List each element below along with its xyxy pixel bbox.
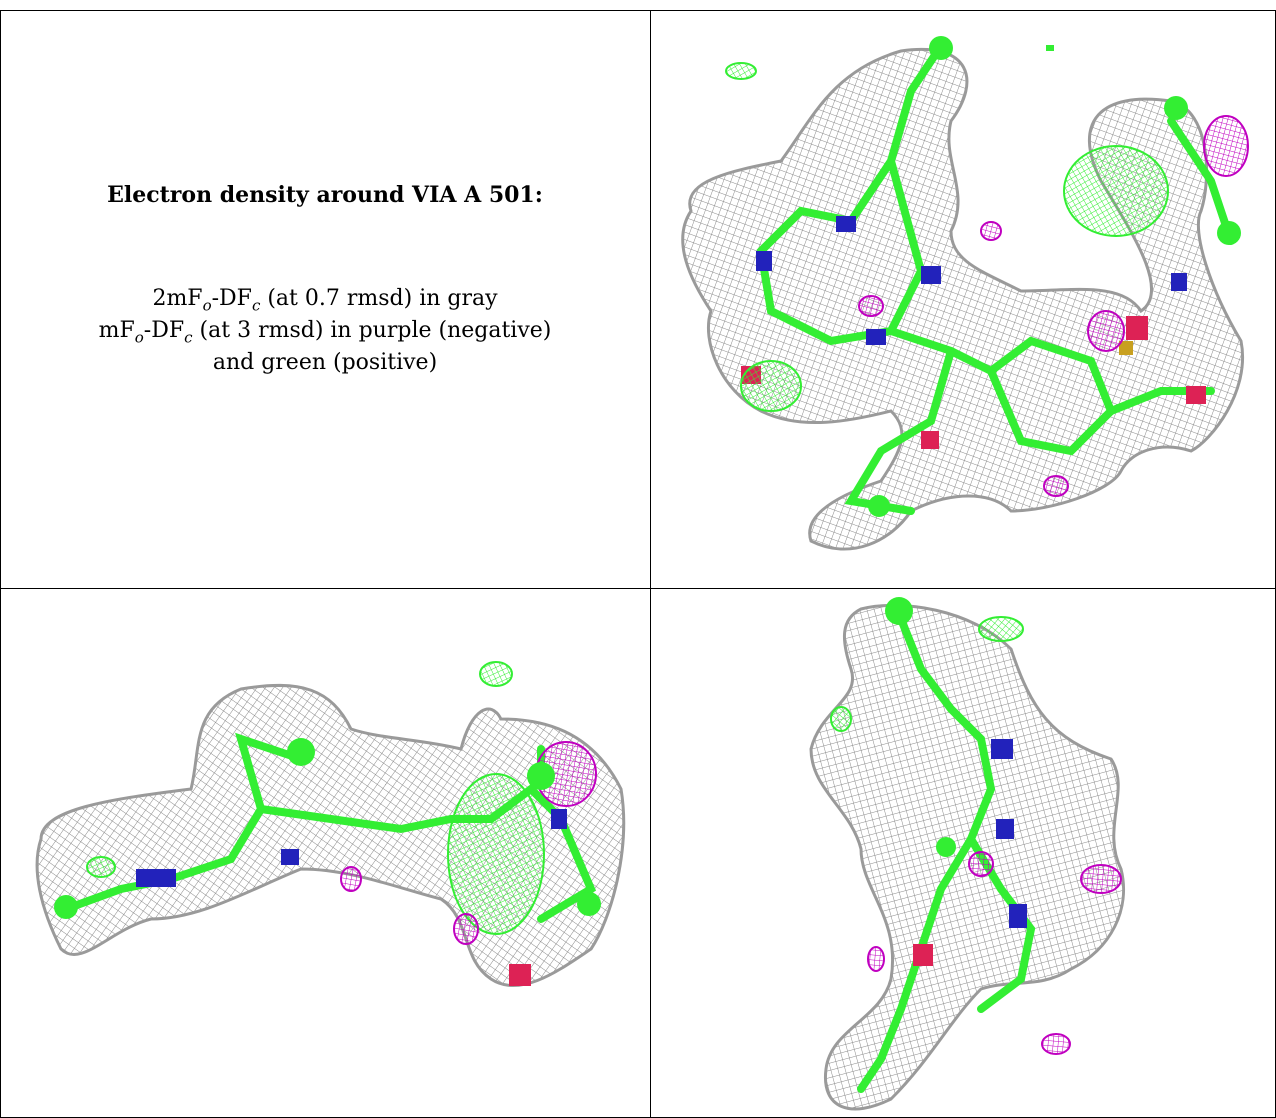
top-border — [0, 10, 1276, 11]
caption-map2-continued: and green (positive) — [212, 350, 438, 375]
ion-spheres — [54, 738, 601, 919]
positive-difference-density — [830, 616, 1024, 732]
nitrogen-atoms — [756, 216, 1187, 345]
caption-map1: 2mFo-DFc (at 0.7 rmsd) in gray — [152, 286, 498, 315]
density-image-1 — [681, 36, 1249, 551]
positive-difference-density — [86, 661, 545, 935]
caption-map2: mFo-DFc (at 3 rmsd) in purple (negative) — [98, 318, 552, 347]
oxygen-atom — [913, 944, 933, 966]
sulfur-atom — [1119, 341, 1133, 355]
ligand-sticks — [857, 610, 1036, 1093]
oxygen-atoms — [741, 316, 1206, 449]
density-view-bottom-left — [1, 589, 650, 1117]
nitrogen-atoms — [991, 739, 1027, 928]
positive-difference-density — [725, 45, 1169, 412]
middle-divider — [0, 588, 1276, 589]
gray-density-mesh — [809, 603, 1126, 1111]
left-border — [0, 10, 1, 1118]
center-divider — [650, 10, 651, 1118]
nitrogen-atoms — [136, 809, 567, 887]
caption-cell: Electron density around VIA A 501: 2mFo-… — [0, 10, 650, 598]
oxygen-atom — [509, 964, 531, 986]
negative-difference-density — [340, 741, 597, 945]
density-view-top-right — [651, 11, 1275, 588]
density-view-bottom-right — [651, 589, 1275, 1117]
negative-difference-density — [867, 851, 1122, 1055]
density-image-2 — [35, 661, 626, 988]
density-image-3 — [809, 597, 1126, 1111]
ion-spheres — [885, 597, 956, 857]
ion-spheres — [868, 36, 1241, 517]
negative-difference-density — [858, 115, 1249, 497]
caption-title: Electron density around VIA A 501: — [107, 182, 543, 208]
